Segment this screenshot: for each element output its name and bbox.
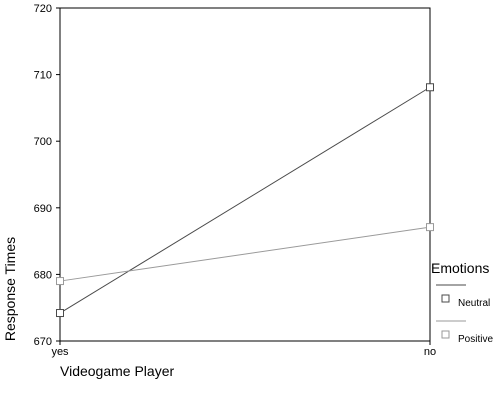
- y-ticks: 670 680 690 700 710 720: [34, 3, 60, 348]
- plot-frame: [59, 7, 431, 342]
- x-tick-label: no: [424, 346, 436, 358]
- y-tick-label: 670: [34, 336, 52, 348]
- y-tick-label: 710: [34, 70, 52, 82]
- legend-label-positive: Positive: [458, 334, 493, 345]
- legend-label-neutral: Neutral: [458, 298, 490, 309]
- y-tick-label: 720: [34, 3, 52, 15]
- legend-title: Emotions: [431, 260, 489, 276]
- data-point-neutral: [56, 309, 64, 318]
- y-tick-label: 680: [34, 269, 52, 281]
- legend-marker-neutral: [441, 294, 450, 303]
- data-point-positive: [426, 223, 434, 232]
- y-tick-label: 700: [34, 136, 52, 148]
- legend: Emotions Neutral Positive: [431, 260, 493, 345]
- series-line-positive: [59, 226, 431, 282]
- y-axis-title: Response Times: [2, 237, 18, 341]
- series-line-neutral: [59, 86, 431, 314]
- series-layer: [56, 83, 434, 318]
- x-tick-label: yes: [51, 346, 69, 358]
- y-tick-label: 690: [34, 203, 52, 215]
- data-point-positive: [56, 277, 64, 286]
- x-ticks: yes no: [51, 341, 436, 358]
- legend-entries: Neutral Positive: [436, 284, 493, 345]
- data-point-neutral: [426, 83, 434, 92]
- x-axis-title: Videogame Player: [60, 363, 174, 379]
- legend-marker-positive: [441, 330, 450, 339]
